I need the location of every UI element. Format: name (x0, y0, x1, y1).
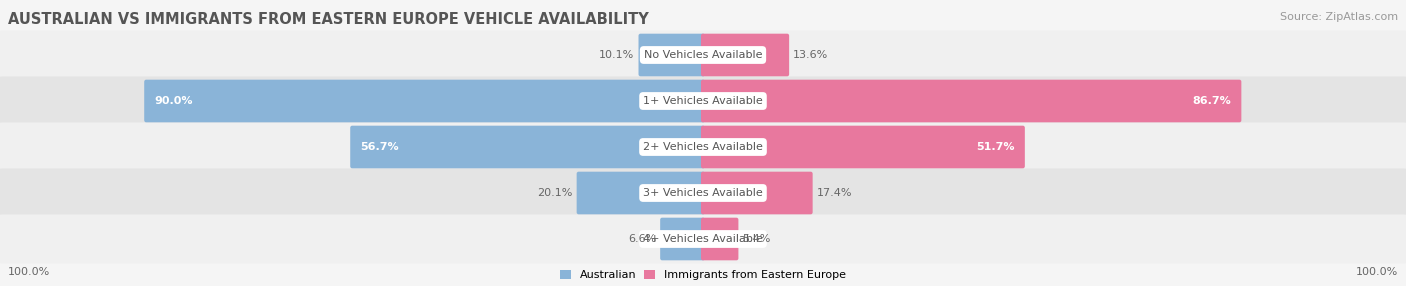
FancyBboxPatch shape (0, 31, 1406, 80)
Text: 86.7%: 86.7% (1192, 96, 1232, 106)
FancyBboxPatch shape (702, 34, 789, 76)
Text: 17.4%: 17.4% (817, 188, 852, 198)
Legend: Australian, Immigrants from Eastern Europe: Australian, Immigrants from Eastern Euro… (561, 270, 845, 281)
FancyBboxPatch shape (350, 126, 704, 168)
FancyBboxPatch shape (145, 80, 704, 122)
Text: 4+ Vehicles Available: 4+ Vehicles Available (643, 234, 763, 244)
Text: 5.4%: 5.4% (742, 234, 770, 244)
Text: AUSTRALIAN VS IMMIGRANTS FROM EASTERN EUROPE VEHICLE AVAILABILITY: AUSTRALIAN VS IMMIGRANTS FROM EASTERN EU… (8, 12, 648, 27)
Text: 56.7%: 56.7% (360, 142, 399, 152)
FancyBboxPatch shape (702, 126, 1025, 168)
FancyBboxPatch shape (702, 80, 1241, 122)
FancyBboxPatch shape (702, 172, 813, 214)
FancyBboxPatch shape (0, 168, 1406, 217)
Text: 100.0%: 100.0% (8, 267, 51, 277)
FancyBboxPatch shape (702, 218, 738, 260)
Text: 13.6%: 13.6% (793, 50, 828, 60)
FancyBboxPatch shape (661, 218, 704, 260)
Text: 2+ Vehicles Available: 2+ Vehicles Available (643, 142, 763, 152)
Text: 6.6%: 6.6% (628, 234, 657, 244)
FancyBboxPatch shape (0, 76, 1406, 126)
FancyBboxPatch shape (0, 122, 1406, 172)
FancyBboxPatch shape (638, 34, 704, 76)
Text: 51.7%: 51.7% (976, 142, 1015, 152)
Text: 1+ Vehicles Available: 1+ Vehicles Available (643, 96, 763, 106)
Text: 10.1%: 10.1% (599, 50, 634, 60)
Text: 100.0%: 100.0% (1355, 267, 1398, 277)
Text: No Vehicles Available: No Vehicles Available (644, 50, 762, 60)
Text: 90.0%: 90.0% (155, 96, 193, 106)
FancyBboxPatch shape (0, 214, 1406, 263)
Text: 20.1%: 20.1% (537, 188, 572, 198)
Text: Source: ZipAtlas.com: Source: ZipAtlas.com (1279, 12, 1398, 22)
FancyBboxPatch shape (576, 172, 704, 214)
Text: 3+ Vehicles Available: 3+ Vehicles Available (643, 188, 763, 198)
